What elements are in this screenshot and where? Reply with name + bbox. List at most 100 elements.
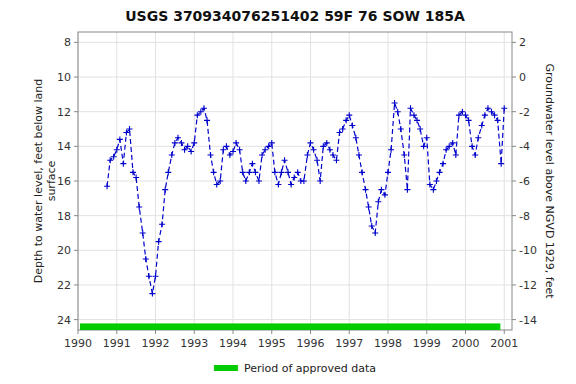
x-tick-label: 1990 [64,337,92,350]
data-point [272,169,278,175]
data-point [143,256,149,262]
data-point [349,123,355,129]
data-point [237,147,243,153]
data-point [227,152,233,158]
x-tick [271,330,272,334]
data-point [398,126,404,132]
data-point [317,178,323,184]
data-point [401,152,407,158]
data-point [501,105,507,111]
data-point [117,136,123,142]
data-point [488,109,494,115]
data-point [343,117,349,123]
x-tick [233,330,234,334]
y-tick-label: 12 [57,106,71,119]
y-tick [74,181,78,182]
title: USGS 370934076251402 59F 76 SOW 185A [125,8,465,24]
legend-swatch [214,365,238,371]
data-point [201,105,207,111]
data-point [120,161,126,167]
data-point [259,152,265,158]
y-tick [74,250,78,251]
data-point [366,204,372,210]
plot-frame [78,32,512,330]
y2-tick [512,111,516,112]
data-point [437,169,443,175]
data-point [159,221,165,227]
y-tick-label: 24 [57,314,71,327]
data-point [382,192,388,198]
x-tick-label: 1995 [258,337,286,350]
data-point [130,169,136,175]
y-grid-line [78,284,512,285]
data-point [475,135,481,141]
data-point [198,109,204,115]
data-point [146,273,152,279]
y2-tick [512,42,516,43]
x-tick [349,330,350,334]
data-point [123,129,129,135]
data-point [472,152,478,158]
data-point [337,129,343,135]
legend-label: Period of approved data [244,362,376,375]
data-point [295,169,301,175]
x-tick-label: 1991 [103,337,131,350]
y2-tick-label: 0 [519,71,526,84]
y2-tick [512,181,516,182]
data-point [324,140,330,146]
y2-tick-label: -14 [519,314,537,327]
data-point [172,140,178,146]
y-tick-label: 16 [57,175,71,188]
data-point [285,169,291,175]
y-tick-label: 20 [57,244,71,257]
y-tick [74,146,78,147]
data-point [182,147,188,153]
y-tick-label: 8 [64,36,71,49]
data-point [269,140,275,146]
y2-tick-label: -12 [519,279,537,292]
data-point [450,140,456,146]
y-axis: 81012141618202224 [57,36,78,326]
data-point [463,112,469,118]
data-point [388,147,394,153]
y-tick-label: 22 [57,279,71,292]
chart: 1990199119921993199419951996199719981999… [0,0,576,384]
data-point [395,109,401,115]
x-axis: 1990199119921993199419951996199719981999… [64,330,518,350]
x-tick [388,330,389,334]
data-point [301,178,307,184]
x-tick-label: 1993 [180,337,208,350]
data-point [243,178,249,184]
y-axis-label: Depth to water level, feet below landsur… [32,79,58,284]
data-point [262,147,268,153]
data-point [327,147,333,153]
y2-axis: 20-2-4-6-8-10-12-14 [512,36,537,326]
data-point [492,112,498,118]
data-point [308,140,314,146]
x-tick [310,330,311,334]
x-tick-label: 1999 [413,337,441,350]
data-point [214,181,220,187]
data-point [133,175,139,181]
x-tick [116,330,117,334]
data-point [446,143,452,149]
data-point [240,169,246,175]
data-point [356,152,362,158]
data-point [359,169,365,175]
x-tick [78,330,79,334]
data-point [156,239,162,245]
approved-period-bar [80,323,500,330]
data-point [208,152,214,158]
legend: Period of approved data [214,362,376,375]
data-point [372,230,378,236]
y-grid-line [78,181,512,182]
data-point [430,187,436,193]
y2-tick [512,215,516,216]
data-point [443,147,449,153]
data-point [204,117,210,123]
data-point [127,126,133,132]
x-tick-label: 2000 [452,337,480,350]
data-point [191,140,197,146]
data-point [149,291,155,297]
x-tick [194,330,195,334]
